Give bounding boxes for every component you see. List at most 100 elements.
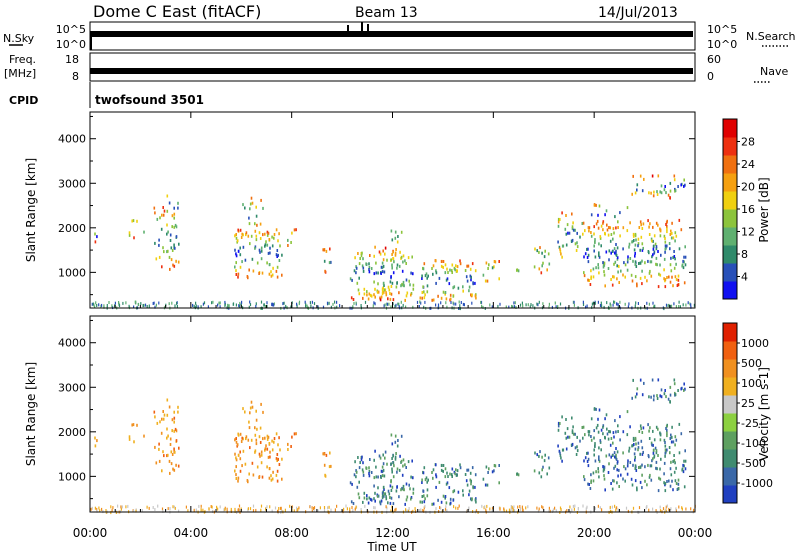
- echo-cell: [374, 449, 376, 453]
- echo-cell: [541, 468, 543, 472]
- echo-cell: [451, 263, 454, 267]
- ground-echo-cell: [374, 302, 376, 306]
- echo-cell: [629, 221, 631, 225]
- echo-cell: [465, 479, 468, 483]
- echo-cell: [247, 234, 250, 238]
- echo-cell: [589, 283, 592, 286]
- ground-echo-cell: [481, 304, 483, 308]
- echo-cell: [177, 405, 179, 409]
- colorbar-swatch: [723, 467, 737, 486]
- echo-cell: [595, 222, 598, 226]
- echo-cell: [462, 285, 464, 289]
- echo-cell: [493, 464, 496, 467]
- echo-cell: [674, 435, 677, 439]
- ground-echo-cell: [202, 508, 204, 512]
- echo-cell: [571, 227, 574, 231]
- ground-echo-cell: [610, 304, 612, 308]
- echo-cell: [587, 451, 589, 455]
- ground-echo-cell: [670, 304, 673, 308]
- echo-cell: [442, 464, 445, 467]
- echo-cell: [166, 436, 168, 440]
- ground-echo-cell: [475, 509, 478, 513]
- echo-cell: [611, 250, 614, 253]
- echo-cell: [654, 446, 657, 450]
- echo-cell: [613, 231, 615, 235]
- colorbar-tick-label: 25: [741, 397, 755, 410]
- echo-cell: [603, 261, 606, 265]
- echo-cell: [576, 449, 579, 453]
- ground-echo-cell: [446, 509, 448, 513]
- echo-cell: [269, 251, 271, 255]
- echo-cell: [597, 263, 599, 267]
- echo-cell: [637, 237, 640, 241]
- echo-cell: [394, 236, 397, 240]
- y-tick-label: 2000: [58, 426, 86, 439]
- echo-cell: [615, 457, 618, 461]
- echo-cell: [673, 470, 676, 474]
- echo-cell: [234, 265, 236, 269]
- echo-cell: [638, 226, 641, 229]
- echo-cell: [168, 201, 171, 205]
- echo-cell: [375, 271, 378, 275]
- ground-echo-cell: [125, 301, 127, 305]
- echo-cell: [397, 235, 399, 238]
- echo-cell: [390, 292, 393, 296]
- echo-cell: [634, 447, 637, 451]
- echo-cell: [652, 194, 655, 198]
- echo-cell: [567, 231, 569, 235]
- echo-cell: [583, 459, 585, 463]
- echo-cell: [160, 227, 163, 231]
- echo-cell: [666, 244, 668, 248]
- echo-cell: [598, 271, 600, 275]
- ground-echo-cell: [582, 504, 584, 508]
- echo-cell: [587, 464, 590, 468]
- echo-cell: [391, 281, 394, 285]
- echo-cell: [239, 228, 242, 232]
- echo-cell: [597, 467, 599, 471]
- echo-cell: [440, 264, 443, 268]
- echo-cell: [639, 174, 642, 178]
- echo-cell: [239, 432, 242, 436]
- echo-cell: [172, 263, 174, 267]
- echo-cell: [380, 272, 382, 275]
- echo-cell: [128, 435, 131, 439]
- ground-echo-cell: [355, 505, 357, 509]
- echo-cell: [593, 448, 595, 452]
- echo-cell: [249, 406, 252, 410]
- echo-cell: [237, 228, 239, 232]
- echo-cell: [456, 469, 459, 473]
- echo-cell: [673, 174, 676, 178]
- echo-cell: [452, 498, 455, 502]
- echo-cell: [362, 461, 364, 465]
- echo-cell: [669, 393, 672, 397]
- echo-cell: [617, 474, 619, 478]
- echo-cell: [659, 234, 662, 238]
- echo-cell: [250, 234, 253, 238]
- echo-cell: [169, 267, 171, 271]
- echo-cell: [255, 214, 258, 218]
- ground-echo-cell: [172, 505, 174, 509]
- ground-echo-cell: [512, 508, 514, 512]
- ground-echo-cell: [450, 301, 452, 304]
- ground-echo-cell: [173, 505, 175, 509]
- echo-cell: [684, 255, 687, 259]
- ground-echo-cell: [513, 305, 516, 309]
- echo-cell: [421, 500, 423, 504]
- echo-cell: [649, 269, 651, 273]
- echo-cell: [366, 494, 368, 498]
- echo-cell: [464, 269, 467, 272]
- echo-cell: [597, 470, 600, 474]
- echo-cell: [608, 226, 610, 229]
- echo-cell: [410, 271, 412, 275]
- nsky-tick-top: 10^5: [56, 23, 86, 36]
- echo-cell: [325, 453, 328, 457]
- echo-cell: [485, 465, 488, 469]
- nsky-tick-bottom: 10^0: [56, 38, 86, 51]
- echo-cell: [175, 259, 177, 263]
- echo-cell: [328, 465, 331, 469]
- echo-cell: [517, 473, 520, 477]
- echo-cell: [166, 194, 169, 198]
- echo-cell: [672, 236, 675, 240]
- echo-cell: [237, 432, 239, 436]
- echo-cell: [610, 251, 612, 255]
